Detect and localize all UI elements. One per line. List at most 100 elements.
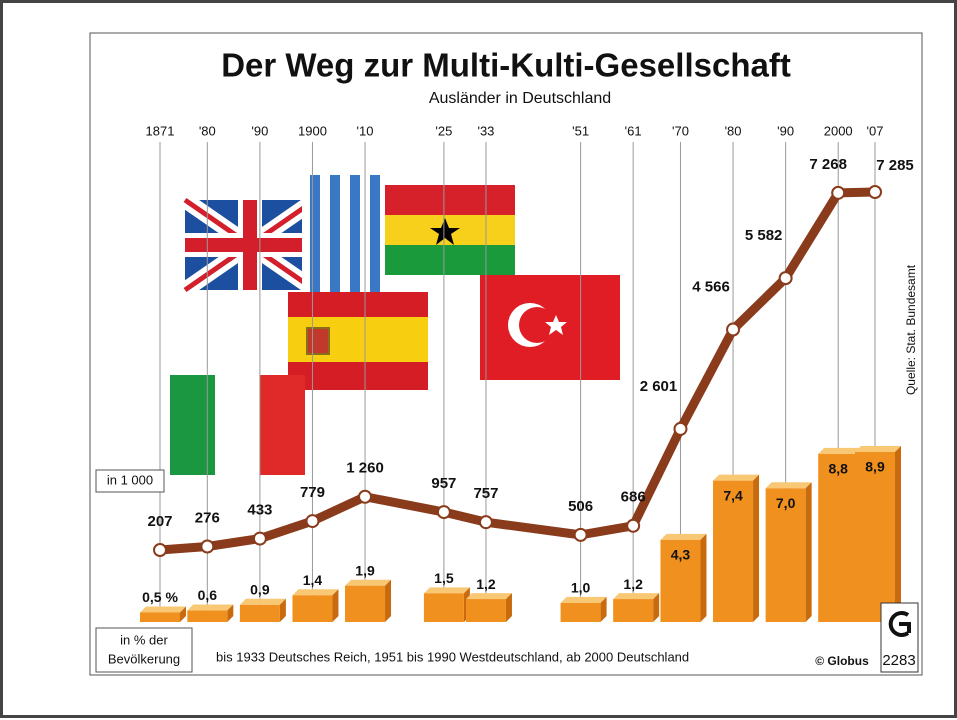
bar-side [753, 475, 759, 622]
point [575, 529, 587, 541]
bar-front [140, 612, 180, 622]
page: Der Weg zur Multi-Kulti-Gesellschaft Aus… [0, 0, 957, 720]
bar-top [561, 597, 607, 603]
chart-subtitle: Ausländer in Deutschland [429, 90, 611, 107]
point-value-label: 5 582 [745, 227, 783, 244]
bar-front [345, 586, 385, 622]
bar-value-label: 0,9 [250, 582, 270, 598]
x-tick-label: '10 [357, 123, 374, 138]
bar-value-label: 4,3 [671, 547, 691, 563]
bar-value-label: 1,9 [355, 562, 375, 578]
chart: Der Weg zur Multi-Kulti-Gesellschaft Aus… [0, 0, 957, 720]
x-tick-label: '51 [572, 123, 589, 138]
x-tick-label: '25 [435, 123, 452, 138]
point-value-label: 276 [195, 509, 220, 526]
point [832, 187, 844, 199]
point [201, 541, 213, 553]
bar-side [700, 534, 706, 622]
flag-ghana [385, 185, 515, 275]
point-value-label: 506 [568, 498, 593, 515]
bar [187, 605, 233, 622]
bar-top [766, 482, 812, 488]
point-value-label: 7 285 [876, 157, 914, 174]
bar [345, 580, 391, 622]
point-value-label: 4 566 [692, 278, 730, 295]
x-tick-label: '61 [625, 123, 642, 138]
point [674, 423, 686, 435]
unit-label: in 1 000 [107, 472, 153, 487]
bar-value-label: 8,9 [865, 459, 885, 475]
source: Quelle: Stat. Bundesamt [904, 264, 918, 395]
bar-top [345, 580, 391, 586]
bar [561, 597, 607, 622]
flag-uk [185, 200, 315, 290]
point [627, 520, 639, 532]
point [359, 491, 371, 503]
bar-top [855, 446, 901, 452]
point-value-label: 957 [431, 475, 456, 492]
code: 2283 [882, 652, 915, 669]
bar [424, 587, 470, 622]
bar-front [613, 599, 653, 622]
bar-value-label: 1,5 [434, 570, 454, 586]
bar [466, 593, 512, 622]
point [254, 533, 266, 545]
bar-value-label: 0,6 [198, 587, 218, 603]
bar-top [424, 587, 470, 593]
bar-value-label: 1,0 [571, 580, 591, 596]
bar-front [855, 452, 895, 622]
bar-front [187, 611, 227, 622]
point-value-label: 2 601 [640, 378, 678, 395]
flag-spain [288, 292, 428, 390]
point-value-label: 686 [621, 489, 646, 506]
bar-front [240, 605, 280, 622]
x-tick-label: '90 [777, 123, 794, 138]
credit: © Globus [815, 654, 869, 668]
x-tick-label: '90 [251, 123, 268, 138]
x-tick-label: '80 [199, 123, 216, 138]
point [780, 272, 792, 284]
point [480, 516, 492, 528]
x-tick-label: 1871 [146, 123, 175, 138]
x-tick-label: '80 [725, 123, 742, 138]
flag-italy [170, 375, 305, 475]
bar [613, 593, 659, 622]
point-value-label: 757 [473, 485, 498, 502]
point-value-label: 779 [300, 484, 325, 501]
bar-top [660, 534, 706, 540]
bar [292, 589, 338, 622]
point-value-label: 1 260 [346, 460, 384, 477]
point [869, 186, 881, 198]
bar [140, 606, 186, 622]
bar-front [561, 603, 601, 622]
x-tick-label: '33 [477, 123, 494, 138]
bar-top [713, 475, 759, 481]
bar-side [806, 482, 812, 622]
bar-front [818, 454, 858, 622]
chart-title: Der Weg zur Multi-Kulti-Gesellschaft [221, 47, 791, 84]
bar-value-label: 0,5 % [142, 589, 178, 605]
point [306, 515, 318, 527]
bar-top [187, 605, 233, 611]
bar-side [385, 580, 391, 622]
bar-top [613, 593, 659, 599]
percent-label: in % der [120, 632, 168, 647]
x-tick-label: 1900 [298, 123, 327, 138]
bar-value-label: 1,4 [303, 572, 323, 588]
bar-top [240, 599, 286, 605]
bar-side [895, 446, 901, 622]
bar-value-label: 1,2 [476, 576, 496, 592]
point [438, 506, 450, 518]
bar-front [466, 599, 506, 622]
bar-top [292, 589, 338, 595]
x-tick-label: 2000 [824, 123, 853, 138]
point-value-label: 433 [247, 502, 272, 519]
point-value-label: 7 268 [809, 156, 847, 173]
x-tick-label: '70 [672, 123, 689, 138]
bar [240, 599, 286, 622]
point-value-label: 207 [147, 513, 172, 530]
bar-front [292, 595, 332, 622]
bar-value-label: 7,4 [723, 487, 743, 503]
footnote: bis 1933 Deutsches Reich, 1951 bis 1990 … [216, 649, 689, 664]
bar-top [466, 593, 512, 599]
